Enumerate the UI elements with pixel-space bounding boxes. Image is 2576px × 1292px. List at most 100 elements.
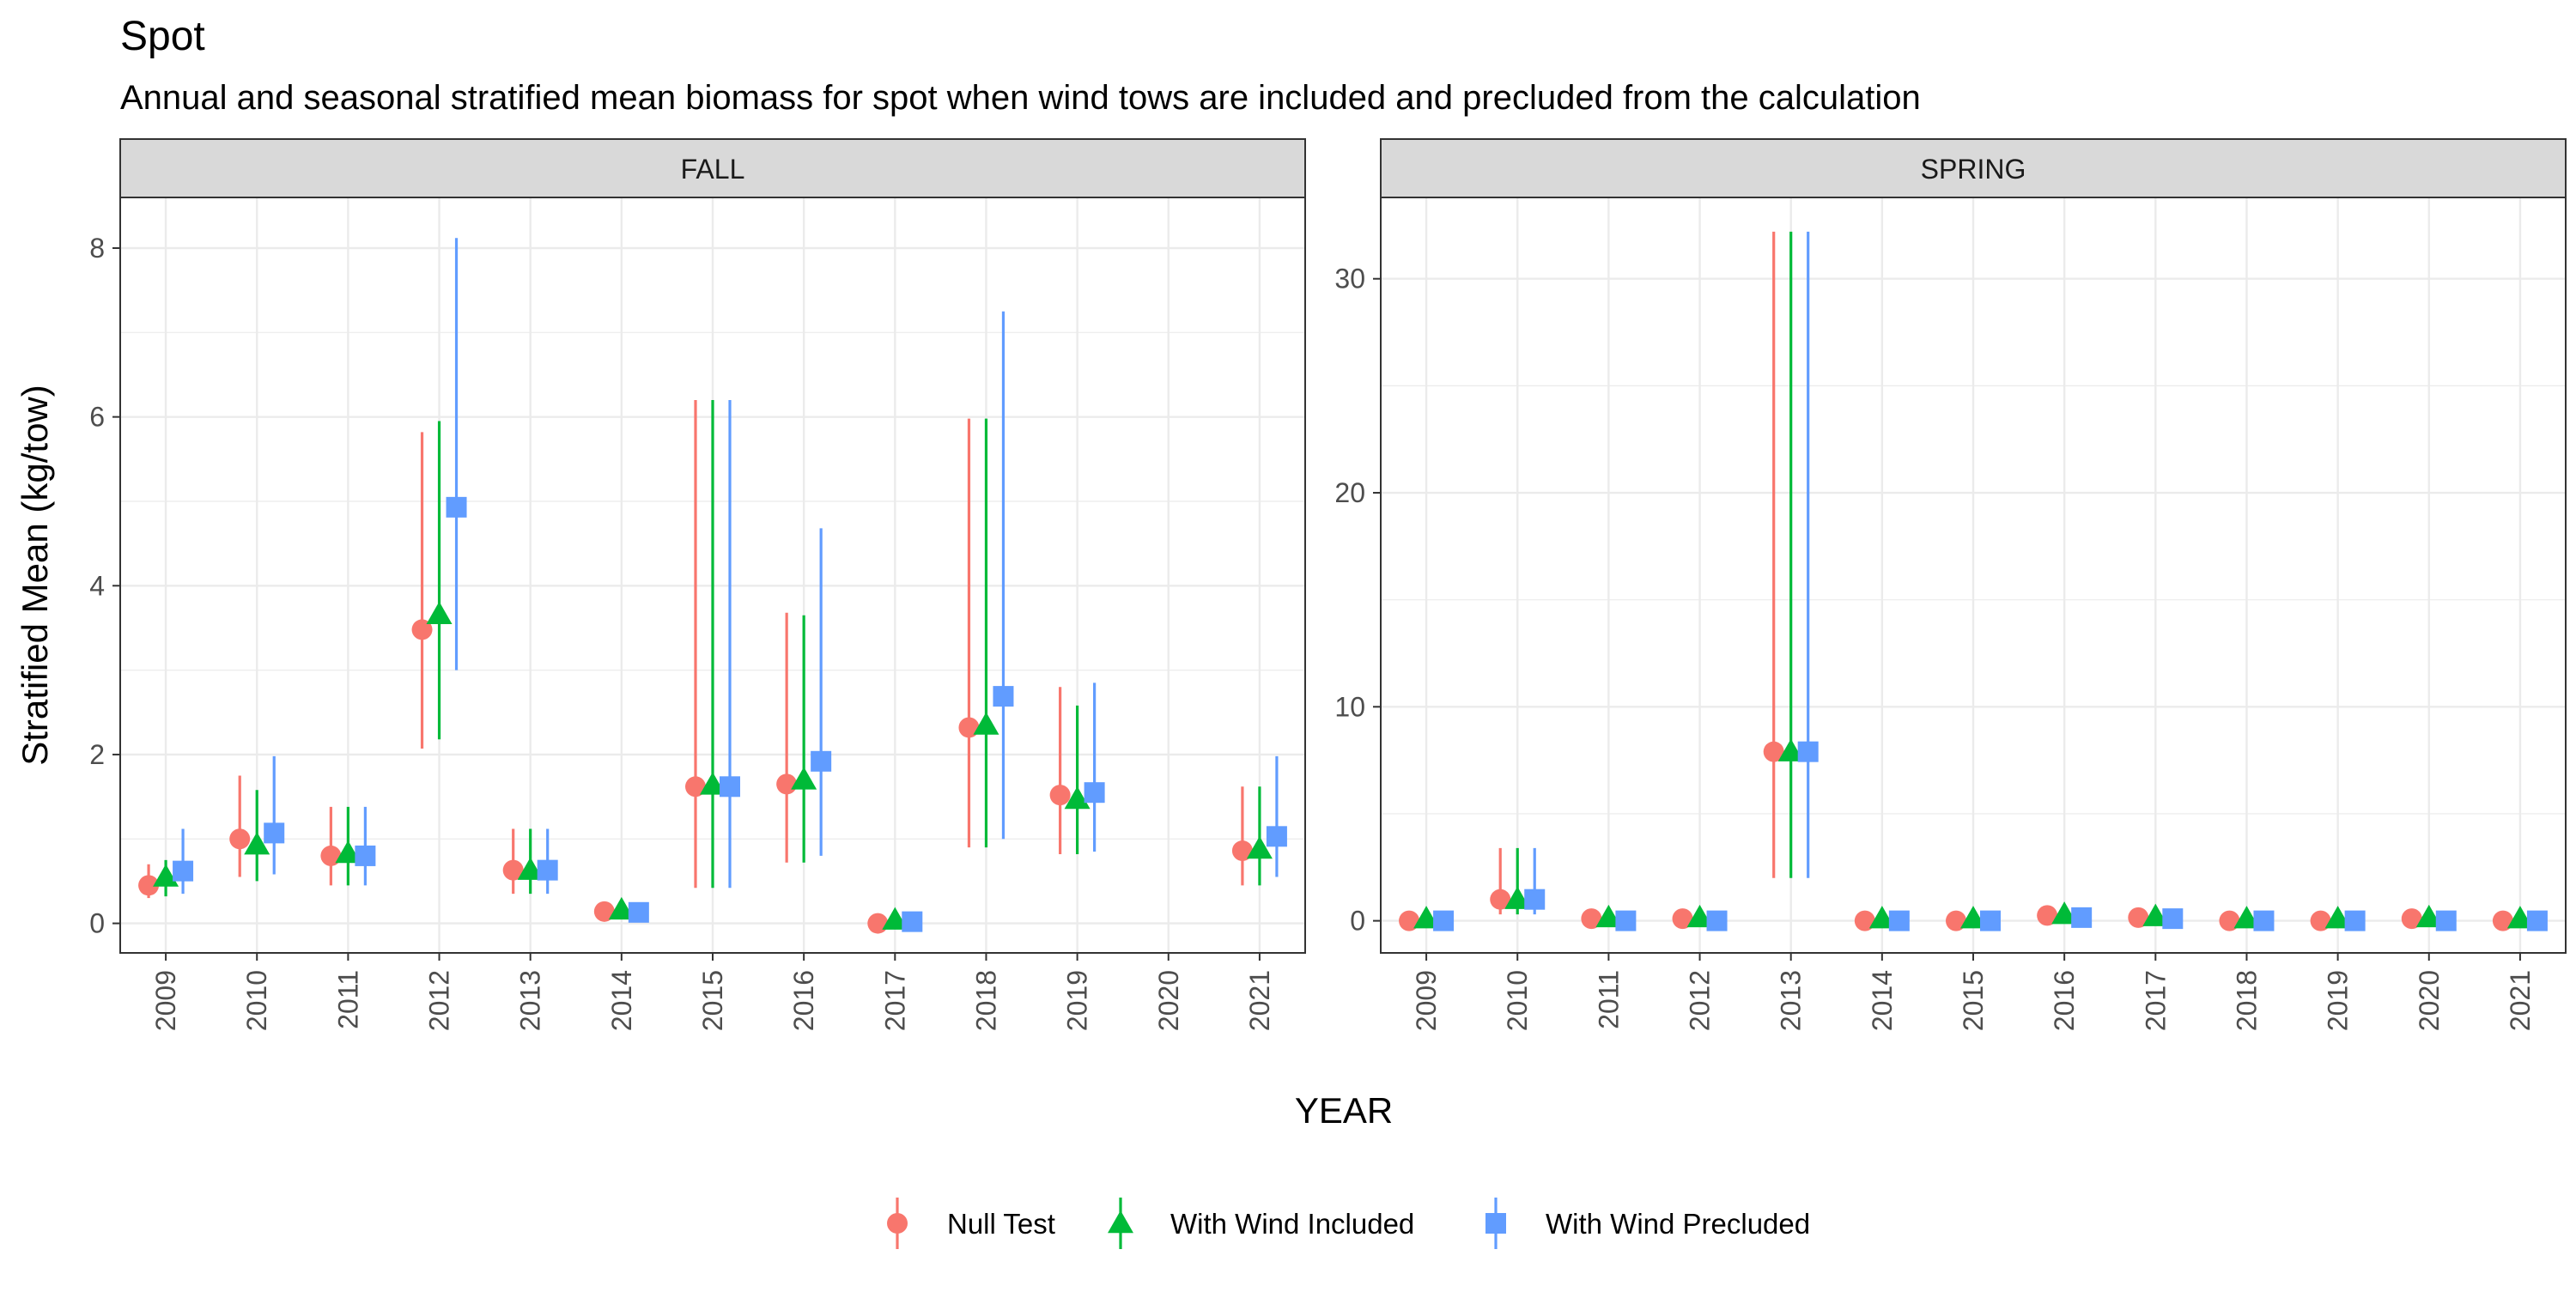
y-tick-label: 2 (89, 739, 105, 770)
data-point (2233, 906, 2260, 929)
data-point (2435, 910, 2457, 931)
data-point (537, 859, 558, 881)
data-point (2401, 908, 2422, 930)
series-with-wind-included (153, 399, 1273, 930)
data-point (138, 875, 160, 896)
data-point (1049, 785, 1071, 806)
x-tick-label: 2011 (1593, 970, 1624, 1029)
data-point (1231, 840, 1253, 862)
data-point (2492, 910, 2513, 931)
data-point (2142, 903, 2169, 926)
y-tick-label: 0 (1350, 906, 1365, 937)
data-point (2071, 907, 2093, 928)
x-tick-label: 2018 (970, 970, 1001, 1031)
x-tick-label: 2011 (332, 970, 363, 1029)
x-tick-label: 2021 (2505, 970, 2536, 1031)
x-tick-label: 2017 (2140, 970, 2171, 1031)
y-tick-label: 6 (89, 402, 105, 433)
data-point (867, 913, 889, 934)
data-point (1433, 910, 1455, 931)
x-tick-label: 2019 (1062, 970, 1093, 1031)
data-point (2162, 908, 2184, 930)
data-point (1797, 741, 1819, 762)
chart-title: Spot (120, 14, 205, 59)
data-point (2310, 910, 2331, 931)
data-point (517, 857, 544, 880)
x-tick-label: 2009 (1411, 970, 1442, 1031)
legend-label: With Wind Precluded (1546, 1208, 1810, 1240)
data-point (1980, 910, 2001, 931)
data-point (2253, 910, 2275, 931)
x-tick-label: 2020 (1153, 970, 1184, 1031)
legend-item-null-test: Null Test (887, 1198, 1055, 1249)
data-point (2344, 910, 2366, 931)
facet-strip (119, 138, 1306, 198)
data-point (502, 859, 524, 881)
data-point (1888, 910, 1910, 931)
legend-item-with-wind-included: With Wind Included (1108, 1198, 1414, 1249)
data-point (153, 864, 179, 887)
data-point (993, 686, 1014, 707)
x-tick-label: 2014 (606, 970, 637, 1031)
x-tick-label: 2015 (697, 970, 728, 1031)
data-point (244, 832, 270, 855)
data-point (1084, 782, 1105, 804)
x-tick-label: 2016 (2049, 970, 2080, 1031)
legend-label: With Wind Included (1170, 1208, 1414, 1240)
data-point (1777, 738, 1804, 761)
x-tick-label: 2014 (1867, 970, 1898, 1031)
y-tick-label: 0 (89, 908, 105, 939)
series-with-wind-included (1413, 231, 2533, 929)
data-point (2526, 910, 2548, 931)
data-point (791, 767, 817, 790)
data-point (411, 619, 433, 640)
data-point (1524, 889, 1546, 910)
y-tick-label: 4 (89, 570, 105, 601)
data-point (2051, 901, 2078, 925)
x-tick-label: 2020 (2414, 970, 2445, 1031)
data-point (2037, 905, 2058, 926)
data-point (628, 901, 649, 923)
data-point (1595, 904, 1622, 928)
data-point (1706, 910, 1728, 931)
data-point (1615, 910, 1637, 931)
x-tick-label: 2013 (1776, 970, 1807, 1031)
data-point (426, 601, 453, 624)
data-point (608, 896, 635, 920)
data-point (2324, 906, 2351, 929)
data-point (1868, 906, 1895, 929)
y-axis-title: Stratified Mean (kg/tow) (15, 385, 55, 766)
data-point (1854, 910, 1875, 931)
y-tick-label: 8 (89, 233, 105, 264)
facet-strip-label: FALL (681, 154, 745, 185)
data-point (720, 776, 740, 798)
data-point (902, 911, 923, 932)
series-with-wind-precluded (1433, 231, 2548, 931)
facet-strip-label: SPRING (1921, 154, 2026, 185)
legend: Null Test With Wind Included With Wind Pre… (887, 1198, 1810, 1249)
data-point (593, 901, 615, 922)
x-tick-label: 2010 (1502, 970, 1533, 1031)
x-tick-label: 2019 (2323, 970, 2354, 1031)
data-point (1246, 836, 1273, 859)
data-point (776, 773, 798, 795)
x-tick-label: 2013 (515, 970, 546, 1031)
legend-key-triangle-icon (1108, 1210, 1133, 1234)
chart-subtitle: Annual and seasonal stratified mean biom… (120, 79, 1921, 117)
legend-key-circle-icon (887, 1213, 908, 1234)
data-point (1960, 906, 1986, 929)
x-tick-label: 2017 (879, 970, 910, 1031)
facet-strip (1380, 138, 2567, 198)
data-point (958, 717, 980, 738)
x-tick-label: 2010 (241, 970, 272, 1031)
data-point (320, 845, 342, 866)
data-point (1946, 910, 1966, 931)
series-null-test (1399, 231, 2513, 931)
data-point (2415, 904, 2442, 928)
data-point (335, 840, 361, 864)
data-point (700, 772, 726, 795)
y-tick-label: 30 (1334, 264, 1365, 294)
